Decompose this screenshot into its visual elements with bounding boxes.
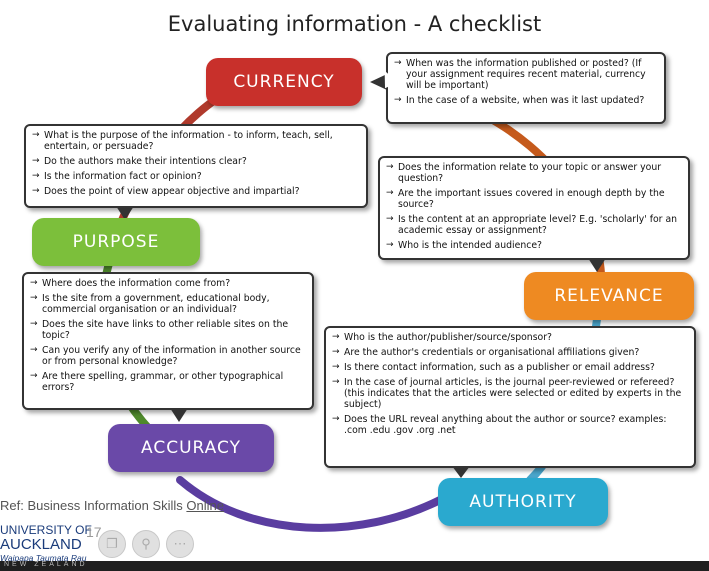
currency-label: CURRENCY bbox=[233, 72, 335, 92]
accuracy-callout-pointer bbox=[170, 408, 188, 422]
relevance-label: RELEVANCE bbox=[554, 286, 664, 306]
checklist-item: Is the information fact or opinion? bbox=[32, 171, 360, 182]
checklist-item: Is there contact information, such as a … bbox=[332, 362, 688, 373]
currency-node: CURRENCY bbox=[206, 58, 362, 106]
search-icon[interactable]: ⚲ bbox=[132, 530, 160, 558]
reference-text: Ref: Business Information Skills Online bbox=[0, 498, 224, 513]
accuracy-checklist: Where does the information come from? Is… bbox=[22, 272, 314, 410]
relevance-callout-pointer bbox=[588, 258, 606, 272]
checklist-item: In the case of journal articles, is the … bbox=[332, 377, 688, 410]
university-logo: UNIVERSITY OF AUCKLAND Waipapa Taumata R… bbox=[0, 523, 110, 564]
purpose-checklist: What is the purpose of the information -… bbox=[24, 124, 368, 208]
checklist-item: Who is the intended audience? bbox=[386, 240, 682, 251]
currency-checklist: When was the information published or po… bbox=[386, 52, 666, 124]
purpose-label: PURPOSE bbox=[72, 232, 160, 252]
checklist-item: Does the point of view appear objective … bbox=[32, 186, 360, 197]
checklist-item: Does the information relate to your topi… bbox=[386, 162, 682, 184]
authority-label: AUTHORITY bbox=[469, 492, 577, 512]
logo-line-4: NEW ZEALAND bbox=[4, 561, 88, 568]
checklist-item: Does the URL reveal anything about the a… bbox=[332, 414, 688, 436]
checklist-item: Who is the author/publisher/source/spons… bbox=[332, 332, 688, 343]
relevance-checklist: Does the information relate to your topi… bbox=[378, 156, 690, 260]
logo-line-1: UNIVERSITY OF bbox=[0, 523, 92, 537]
checklist-item: When was the information published or po… bbox=[394, 58, 658, 91]
checklist-item: Can you verify any of the information in… bbox=[30, 345, 306, 367]
checklist-item: Are there spelling, grammar, or other ty… bbox=[30, 371, 306, 393]
reference-link[interactable]: Online bbox=[186, 498, 224, 513]
more-icon[interactable]: ⋯ bbox=[166, 530, 194, 558]
copy-icon[interactable]: ❐ bbox=[98, 530, 126, 558]
logo-line-2: AUCKLAND bbox=[0, 536, 82, 553]
reference-prefix: Ref: Business Information Skills bbox=[0, 498, 187, 513]
accuracy-label: ACCURACY bbox=[141, 438, 241, 458]
authority-checklist: Who is the author/publisher/source/spons… bbox=[324, 326, 696, 468]
purpose-node: PURPOSE bbox=[32, 218, 200, 266]
slide-number: 17 bbox=[86, 524, 102, 540]
page-title: Evaluating information - A checklist bbox=[167, 12, 542, 36]
checklist-item: What is the purpose of the information -… bbox=[32, 130, 360, 152]
purpose-callout-pointer bbox=[116, 206, 134, 220]
checklist-item: Is the content at an appropriate level? … bbox=[386, 214, 682, 236]
authority-callout-pointer bbox=[452, 466, 470, 478]
checklist-item: Where does the information come from? bbox=[30, 278, 306, 289]
checklist-item: Are the important issues covered in enou… bbox=[386, 188, 682, 210]
footer-bar: NEW ZEALAND bbox=[0, 561, 709, 571]
checklist-item: Are the author's credentials or organisa… bbox=[332, 347, 688, 358]
checklist-item: Do the authors make their intentions cle… bbox=[32, 156, 360, 167]
authority-node: AUTHORITY bbox=[438, 478, 608, 526]
currency-callout-pointer bbox=[370, 74, 387, 90]
checklist-item: Is the site from a government, education… bbox=[30, 293, 306, 315]
logo-line-3: Waipapa Taumata Rau bbox=[0, 553, 87, 563]
checklist-item: In the case of a website, when was it la… bbox=[394, 95, 658, 106]
relevance-node: RELEVANCE bbox=[524, 272, 694, 320]
checklist-item: Does the site have links to other reliab… bbox=[30, 319, 306, 341]
accuracy-node: ACCURACY bbox=[108, 424, 274, 472]
